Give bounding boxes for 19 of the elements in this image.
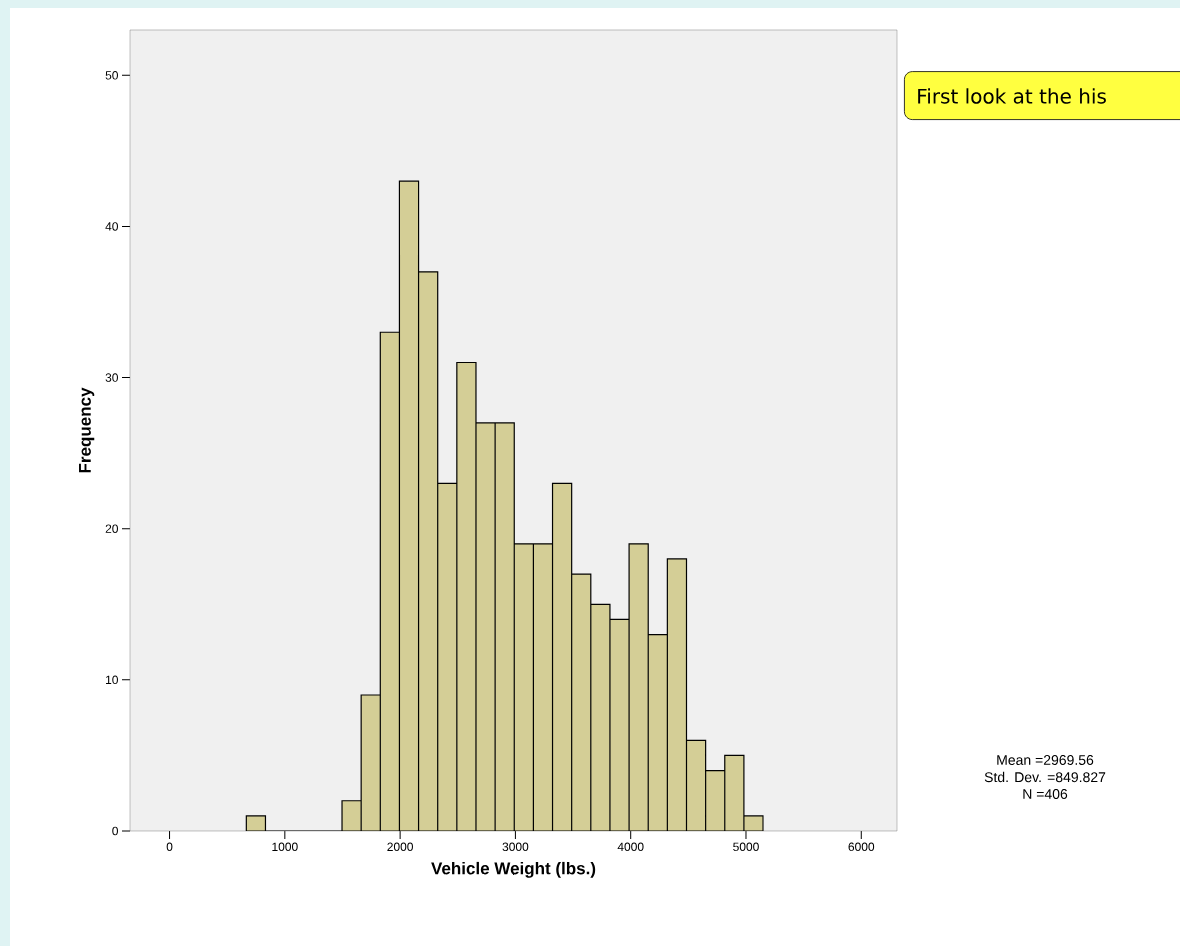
text: Mean =2969.56 xyxy=(997,755,1094,765)
x-tick-label: 6000 xyxy=(848,842,875,852)
x-tick-label: 5000 xyxy=(733,842,759,852)
y-tick-label: 40 xyxy=(105,222,118,231)
text: N =406 xyxy=(1023,789,1068,799)
y-tick-label: 10 xyxy=(106,675,118,685)
x-axis-title: Vehicle Weight (lbs.) xyxy=(431,861,596,878)
y-tick-label: 30 xyxy=(105,373,118,382)
y-axis-title: Frequency xyxy=(79,387,95,473)
y-tick-label: 0 xyxy=(112,826,119,836)
text: Std. Dev. =849.827 xyxy=(984,771,1106,783)
x-tick-label: 2000 xyxy=(387,842,413,852)
y-tick-label: 50 xyxy=(105,71,118,80)
x-tick-label: 3000 xyxy=(502,842,529,852)
x-tick-label: 4000 xyxy=(617,842,644,852)
x-tick-label: 1000 xyxy=(272,842,298,852)
y-tick-label: 20 xyxy=(105,524,118,533)
x-tick-label: 0 xyxy=(166,842,173,852)
text: First look at the his xyxy=(918,88,1106,104)
